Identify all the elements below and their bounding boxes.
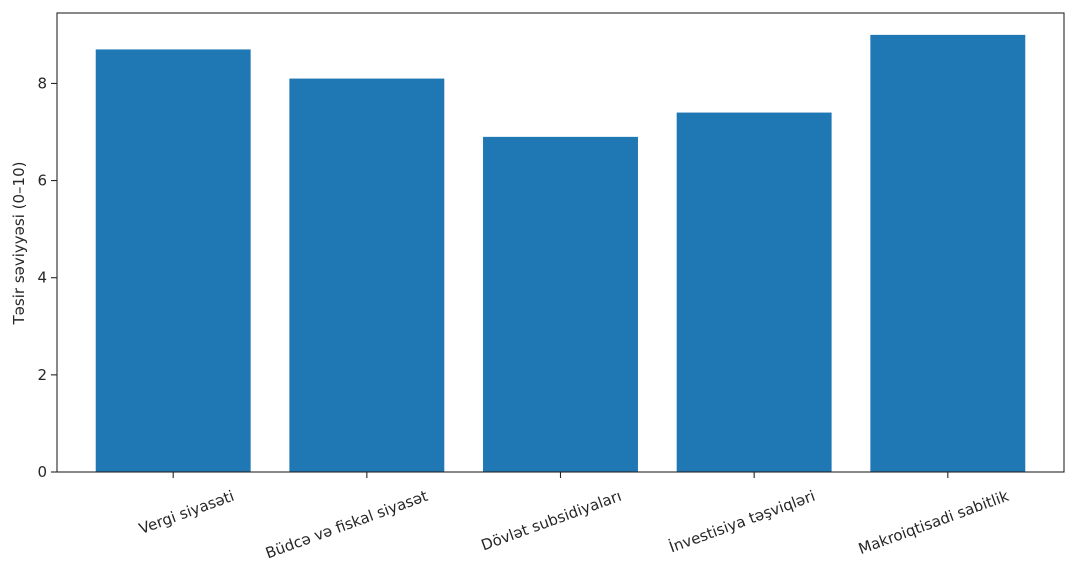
bar-1 (289, 78, 445, 472)
bar-0 (95, 49, 251, 473)
x-tick-label-0: Vergi siyasəti (137, 487, 237, 538)
y-tick-label-0: 0 (37, 463, 47, 481)
y-tick-label-1: 2 (37, 366, 47, 384)
x-tick-label-3: İnvestisiya təşviqləri (666, 486, 817, 557)
y-axis-title: Təsir səviyyəsi (0–10) (10, 162, 28, 326)
x-tick-label-2: Dövlət subsidiyaları (479, 487, 624, 555)
x-tick-label-4: Makroiqtisadi sabitlik (856, 487, 1012, 558)
bar-3 (676, 112, 832, 472)
y-tick-label-4: 8 (37, 74, 47, 92)
bar-4 (870, 34, 1026, 473)
x-tick-label-1: Büdcə və fiskal siyasət (263, 487, 430, 562)
bar-2 (483, 136, 638, 473)
y-tick-label-3: 6 (37, 172, 47, 190)
y-tick-label-2: 4 (37, 269, 47, 287)
bars-layer (95, 34, 1026, 473)
